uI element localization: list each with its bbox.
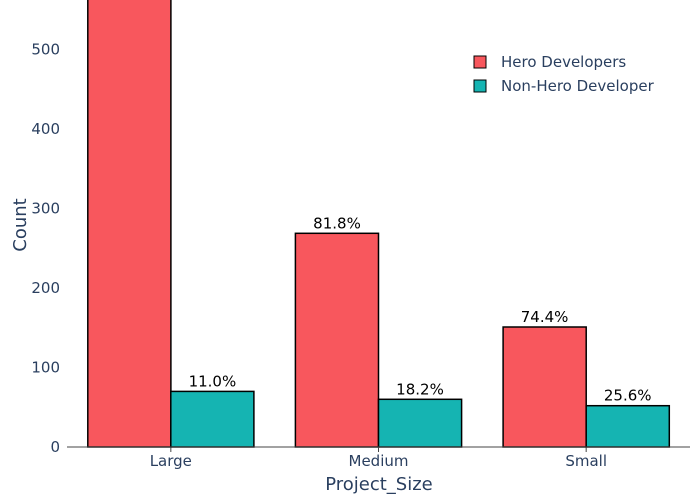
- y-tick-label: 0: [50, 438, 60, 456]
- x-tick-label: Small: [565, 452, 607, 470]
- bar-hero-developers-large[interactable]: [87, 0, 172, 448]
- y-tick-label: 300: [31, 200, 60, 218]
- x-tick-label: Medium: [349, 452, 409, 470]
- bar-data-label: 18.2%: [396, 380, 444, 398]
- bar-data-label: 74.4%: [521, 308, 569, 326]
- bar-labels-layer: 89.0%81.8%74.4%11.0%18.2%25.6%: [189, 214, 652, 405]
- x-axis-title: Project_Size: [325, 474, 433, 495]
- bar-hero-developers-small[interactable]: [502, 326, 587, 448]
- y-axis-title: Count: [10, 198, 31, 251]
- bar-data-label: 81.8%: [313, 214, 361, 232]
- y-tick-label: 200: [31, 279, 60, 297]
- y-tick-label: 100: [31, 359, 60, 377]
- bar-hero-developers-medium[interactable]: [294, 232, 380, 448]
- legend-label[interactable]: Non-Hero Developer: [501, 77, 655, 95]
- bar-data-label: 11.0%: [189, 372, 237, 390]
- bar-data-label: 25.6%: [604, 387, 652, 405]
- y-axis-ticks: 0 100 200 300 400 500: [31, 41, 60, 456]
- legend-label[interactable]: Hero Developers: [501, 53, 626, 71]
- legend[interactable]: Hero Developers Non-Hero Developer: [473, 53, 655, 95]
- bar-non-hero-developer-medium[interactable]: [377, 398, 463, 448]
- legend-swatch[interactable]: [473, 79, 487, 93]
- bar-non-hero-developer-small[interactable]: [585, 404, 671, 448]
- x-axis-ticks: Large Medium Small: [150, 447, 607, 470]
- bar-non-hero-developer-large[interactable]: [170, 390, 255, 448]
- y-tick-label: 500: [31, 41, 60, 59]
- legend-swatch[interactable]: [473, 55, 487, 69]
- y-tick-label: 400: [31, 120, 60, 138]
- x-tick-label: Large: [150, 452, 192, 470]
